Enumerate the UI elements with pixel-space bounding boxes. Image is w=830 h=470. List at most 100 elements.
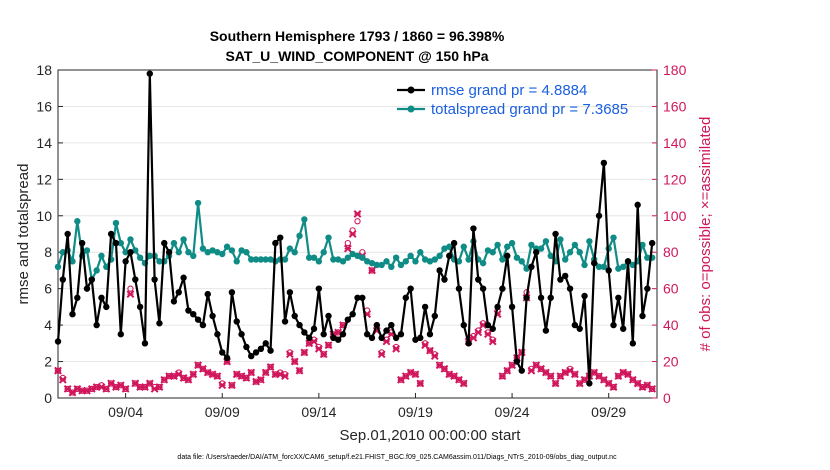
rmse-point	[122, 258, 129, 265]
rmse-point	[412, 336, 419, 343]
rmse-point	[214, 331, 221, 338]
rmse-point	[499, 285, 506, 292]
rmse-point	[634, 201, 641, 209]
totalspread-point	[460, 243, 467, 250]
totalspread-point	[170, 239, 178, 247]
rmse-point	[54, 338, 62, 345]
totalspread-point	[388, 263, 395, 270]
rmse-point	[392, 334, 400, 342]
rmse-point	[296, 321, 303, 329]
rmse-point	[368, 334, 376, 342]
line-series	[54, 70, 656, 387]
rmse-point	[644, 285, 651, 292]
rmse-point	[388, 321, 395, 329]
totalspread-point	[537, 245, 545, 252]
rmse-point	[180, 274, 187, 281]
totalspread-point	[117, 239, 124, 247]
totalspread-point	[504, 243, 511, 250]
rmse-point	[267, 347, 274, 354]
totalspread-point	[484, 247, 492, 254]
rmse-point	[542, 327, 550, 334]
rmse-point	[161, 239, 168, 247]
rmse-point	[397, 331, 405, 338]
x-tick-label: 09/09	[205, 404, 240, 420]
rmse-point	[281, 318, 289, 325]
rmse-point	[523, 294, 530, 301]
totalspread-point	[412, 258, 419, 265]
totalspread-point	[523, 265, 530, 272]
totalspread-point	[547, 252, 554, 260]
totalspread-point	[455, 258, 463, 265]
totalspread-point	[508, 239, 516, 247]
totalspread-point	[185, 249, 192, 256]
rmse-point	[59, 276, 67, 283]
y-right-tick-label: 140	[663, 135, 687, 151]
totalspread-point	[74, 218, 81, 225]
totalspread-point	[402, 258, 410, 265]
obs-assimilated-point	[213, 372, 222, 381]
totalspread-point	[417, 249, 424, 256]
rmse-point	[363, 331, 371, 338]
totalspread-point	[315, 258, 323, 265]
obs-assimilated-point	[459, 379, 468, 388]
x-tick-label: 09/04	[108, 404, 143, 420]
y-axis-label-right: # of obs: o=possible; ×=assimilated	[697, 117, 714, 352]
y-axis-right: 0 20 40 60 80 100 120 140 160 180	[652, 62, 687, 406]
rmse-point	[127, 249, 134, 256]
totalspread-point	[214, 249, 221, 256]
x-tick-label: 09/14	[301, 404, 336, 420]
rmse-point	[305, 334, 313, 342]
obs-possible-point	[127, 285, 134, 292]
rmse-line	[56, 72, 654, 385]
totalspread-point	[339, 258, 347, 265]
rmse-point	[455, 285, 463, 292]
obs-assimilated-point	[551, 379, 560, 388]
rmse-point	[441, 276, 448, 283]
totalspread-point	[378, 261, 385, 269]
rmse-point	[238, 331, 245, 338]
rmse-point	[117, 331, 124, 338]
rmse-point	[508, 303, 516, 311]
x-tick-label: 09/24	[495, 404, 530, 420]
rmse-point	[103, 303, 110, 311]
obs-assimilated-point	[416, 379, 425, 388]
obs-assimilated-point	[319, 350, 328, 359]
rmse-point	[431, 312, 438, 320]
totalspread-point	[296, 232, 303, 240]
legend-spread-label: totalspread grand pr = 7.3685	[431, 101, 628, 118]
obs-assimilated-point	[484, 330, 492, 339]
obs-assimilated-point	[368, 266, 376, 275]
y-tick-label: 8	[44, 244, 52, 260]
rmse-point	[591, 259, 598, 267]
totalspread-point	[528, 241, 535, 249]
rmse-point	[248, 352, 255, 360]
totalspread-point	[383, 258, 390, 265]
rmse-point	[639, 312, 646, 320]
rmse-point	[136, 303, 144, 311]
rmse-point	[460, 321, 467, 329]
obs-assimilated-point	[290, 357, 299, 366]
totalspread-point	[499, 256, 506, 263]
totalspread-point	[334, 256, 342, 263]
totalspread-point	[190, 252, 197, 260]
rmse-point	[504, 252, 511, 260]
totalspread-point	[204, 249, 211, 256]
rmse-point	[436, 267, 443, 274]
rmse-point	[132, 276, 139, 283]
rmse-point	[595, 212, 603, 219]
rmse-point	[233, 318, 240, 325]
rmse-point	[552, 230, 559, 238]
totalspread-point	[194, 199, 202, 207]
totalspread-point	[209, 247, 216, 254]
totalspread-point	[610, 234, 617, 241]
rmse-point	[378, 334, 385, 342]
rmse-point	[465, 340, 472, 347]
totalspread-point	[219, 250, 226, 258]
obs-assimilated-point	[348, 230, 357, 238]
totalspread-point	[98, 252, 105, 260]
rmse-point	[98, 294, 105, 301]
totalspread-point	[257, 256, 265, 263]
rmse-point	[610, 321, 617, 329]
rmse-point	[407, 285, 414, 292]
